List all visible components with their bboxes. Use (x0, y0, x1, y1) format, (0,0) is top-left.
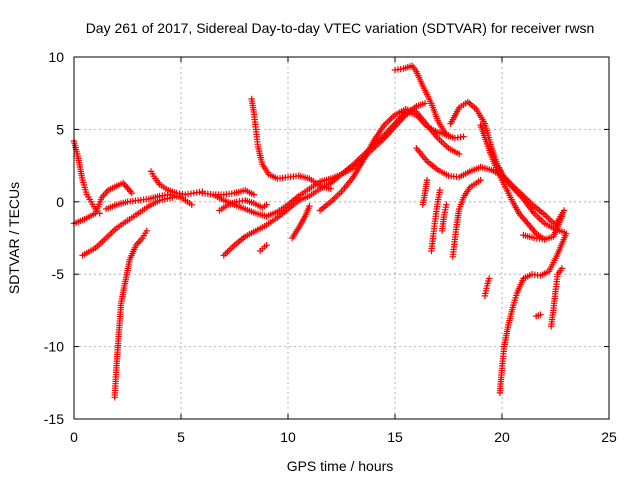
series-arc-7 (199, 187, 257, 198)
data-point (558, 213, 566, 220)
series-arc-19 (419, 176, 431, 208)
x-tick-label: 20 (494, 429, 510, 445)
series-arc-22 (449, 176, 484, 260)
data-point (143, 227, 150, 234)
data-point (443, 201, 450, 208)
data-point (486, 275, 493, 282)
series-arc-4 (111, 227, 150, 401)
data-point (128, 189, 135, 197)
data-point (541, 236, 548, 243)
series-arc-27 (520, 231, 548, 243)
series-arc-2 (70, 179, 135, 227)
data-point (306, 202, 313, 210)
grid (74, 57, 609, 419)
data-point (188, 201, 195, 208)
series-arc-12 (257, 242, 270, 255)
series-arc-6 (147, 168, 206, 198)
x-tick-label: 0 (70, 429, 78, 445)
data-point (558, 265, 566, 272)
series-arc-23 (481, 275, 493, 300)
series-arc-11 (220, 108, 452, 259)
series-arc-5 (102, 191, 195, 213)
data-point (250, 191, 257, 198)
y-tick-label: -5 (52, 266, 65, 282)
data-point (421, 100, 429, 107)
x-tick-label: 10 (280, 429, 296, 445)
data-marks (70, 62, 570, 401)
x-tick-label: 25 (601, 429, 617, 445)
series-arc-13 (289, 202, 313, 242)
series-arc-18 (477, 121, 566, 243)
series-arc-25 (533, 311, 544, 320)
series-arc-1 (70, 137, 103, 217)
data-point (537, 311, 544, 318)
y-tick-label: 10 (48, 49, 64, 65)
data-point (263, 242, 270, 249)
y-tick-label: 5 (56, 121, 64, 137)
data-point (456, 150, 463, 158)
data-point (560, 207, 568, 214)
y-tick-label: -15 (44, 411, 64, 427)
data-point (563, 230, 570, 237)
data-point (477, 176, 484, 184)
series-arc-26 (548, 265, 566, 330)
y-tick-label: -10 (44, 339, 64, 355)
series-arc-21 (438, 201, 450, 234)
series-arc-20 (428, 187, 444, 255)
x-tick-label: 15 (387, 429, 403, 445)
series-arc-24 (496, 230, 570, 397)
data-point (460, 133, 467, 140)
series-arc-15 (391, 62, 467, 142)
data-point (436, 187, 444, 194)
data-point (327, 185, 334, 192)
x-tick-label: 5 (177, 429, 185, 445)
series-arc-14 (316, 105, 463, 214)
data-point (263, 201, 270, 208)
y-tick-label: 0 (56, 194, 64, 210)
data-point (423, 176, 431, 184)
chart-title: Day 261 of 2017, Sidereal Day-to-day VTE… (86, 20, 595, 36)
series-arc-17 (447, 98, 568, 229)
series-arc-9 (248, 95, 334, 192)
y-axis-label: SDTVAR / TECUs (6, 182, 22, 294)
x-axis-label: GPS time / hours (287, 458, 394, 474)
axes: 0 5 10 15 20 25 10 5 0 -5 -10 -15 (44, 49, 617, 445)
plot-frame (73, 56, 610, 420)
